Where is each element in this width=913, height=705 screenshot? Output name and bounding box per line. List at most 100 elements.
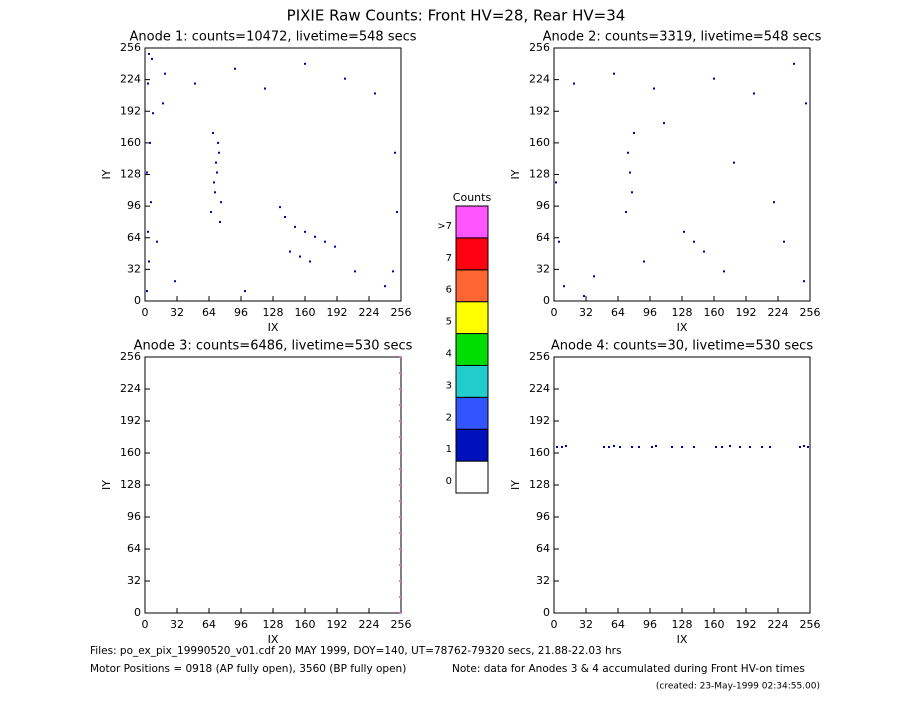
x-tick-label: 224	[359, 618, 380, 631]
point	[753, 92, 755, 95]
point	[152, 112, 154, 115]
y-tick-label: 128	[120, 168, 141, 181]
point	[803, 445, 805, 447]
point	[220, 201, 222, 204]
point	[556, 446, 558, 448]
colorbar-title: Counts	[453, 191, 492, 204]
y-tick-label: 32	[127, 262, 141, 275]
plot-frame	[553, 356, 811, 614]
y-axis-label: IY	[509, 169, 522, 179]
y-tick-label: 96	[127, 510, 141, 523]
x-tick-label: 32	[170, 306, 184, 319]
point	[783, 240, 785, 243]
point	[655, 445, 657, 447]
point	[555, 181, 557, 184]
plot-frame	[144, 356, 402, 614]
colorbar-swatch	[455, 364, 489, 398]
x-tick-label: 128	[263, 306, 284, 319]
point	[299, 255, 301, 258]
footer-files: Files: po_ex_pix_19990520_v01.cdf 20 MAY…	[90, 645, 621, 657]
y-tick-label: 224	[529, 382, 550, 395]
point	[399, 404, 401, 406]
point	[219, 220, 221, 223]
footer-note: Note: data for Anodes 3 & 4 accumulated …	[452, 663, 805, 675]
point	[354, 270, 356, 273]
point	[613, 72, 615, 75]
point	[693, 446, 695, 448]
point	[627, 151, 629, 154]
y-tick-label: 32	[127, 574, 141, 587]
point	[392, 270, 394, 273]
colorbar-label: 2	[446, 412, 452, 423]
y-tick-label: 32	[536, 262, 550, 275]
point	[399, 532, 401, 534]
point	[150, 201, 152, 204]
point	[583, 295, 585, 298]
point	[244, 290, 246, 293]
colorbar-label: 7	[446, 253, 452, 264]
point	[216, 171, 218, 174]
x-tick-label: 256	[800, 306, 821, 319]
point	[681, 446, 683, 448]
point	[304, 230, 306, 233]
x-tick-label: 64	[202, 306, 216, 319]
point	[561, 446, 563, 448]
point	[773, 201, 775, 204]
x-tick-label: 0	[551, 306, 558, 319]
point	[733, 161, 735, 164]
y-tick-label: 0	[134, 606, 141, 619]
point	[396, 211, 398, 214]
x-tick-label: 128	[263, 618, 284, 631]
point	[324, 240, 326, 243]
point	[631, 446, 633, 448]
point	[399, 548, 401, 550]
y-tick-label: 160	[120, 136, 141, 149]
y-tick-label: 256	[529, 350, 550, 363]
panel-title: Anode 3: counts=6486, livetime=530 secs	[134, 339, 413, 354]
point	[294, 225, 296, 228]
plot-frame	[144, 47, 402, 302]
x-tick-label: 160	[704, 306, 725, 319]
point	[558, 240, 560, 243]
colorbar-swatch	[455, 396, 489, 430]
x-tick-label: 160	[704, 618, 725, 631]
y-tick-label: 128	[529, 168, 550, 181]
y-tick-label: 256	[529, 41, 550, 54]
x-tick-label: 192	[736, 618, 757, 631]
y-tick-label: 0	[543, 294, 550, 307]
y-tick-label: 64	[536, 231, 550, 244]
point	[803, 280, 805, 283]
point	[279, 206, 281, 209]
x-tick-label: 160	[295, 618, 316, 631]
x-tick-label: 224	[768, 618, 789, 631]
point	[625, 211, 627, 214]
point	[573, 82, 575, 85]
x-tick-label: 128	[672, 306, 693, 319]
y-tick-label: 0	[134, 294, 141, 307]
y-tick-label: 224	[120, 382, 141, 395]
colorbar-label: >7	[437, 221, 452, 232]
point	[807, 446, 809, 448]
point	[217, 141, 219, 144]
colorbar-label: 0	[446, 476, 452, 487]
panel-title: Anode 2: counts=3319, livetime=548 secs	[543, 30, 822, 45]
point	[739, 446, 741, 448]
colorbar-label: 3	[446, 380, 452, 391]
point	[399, 596, 401, 598]
panel-title: Anode 4: counts=30, livetime=530 secs	[551, 339, 813, 354]
y-tick-label: 64	[127, 542, 141, 555]
point	[593, 275, 595, 278]
x-tick-label: 256	[391, 306, 412, 319]
point	[334, 245, 336, 248]
point	[703, 250, 705, 253]
x-tick-label: 0	[142, 618, 149, 631]
x-tick-label: 32	[579, 618, 593, 631]
x-tick-label: 96	[643, 618, 657, 631]
point	[399, 580, 401, 582]
x-tick-label: 160	[295, 306, 316, 319]
point	[215, 161, 217, 164]
point	[399, 372, 401, 374]
point	[314, 235, 316, 238]
